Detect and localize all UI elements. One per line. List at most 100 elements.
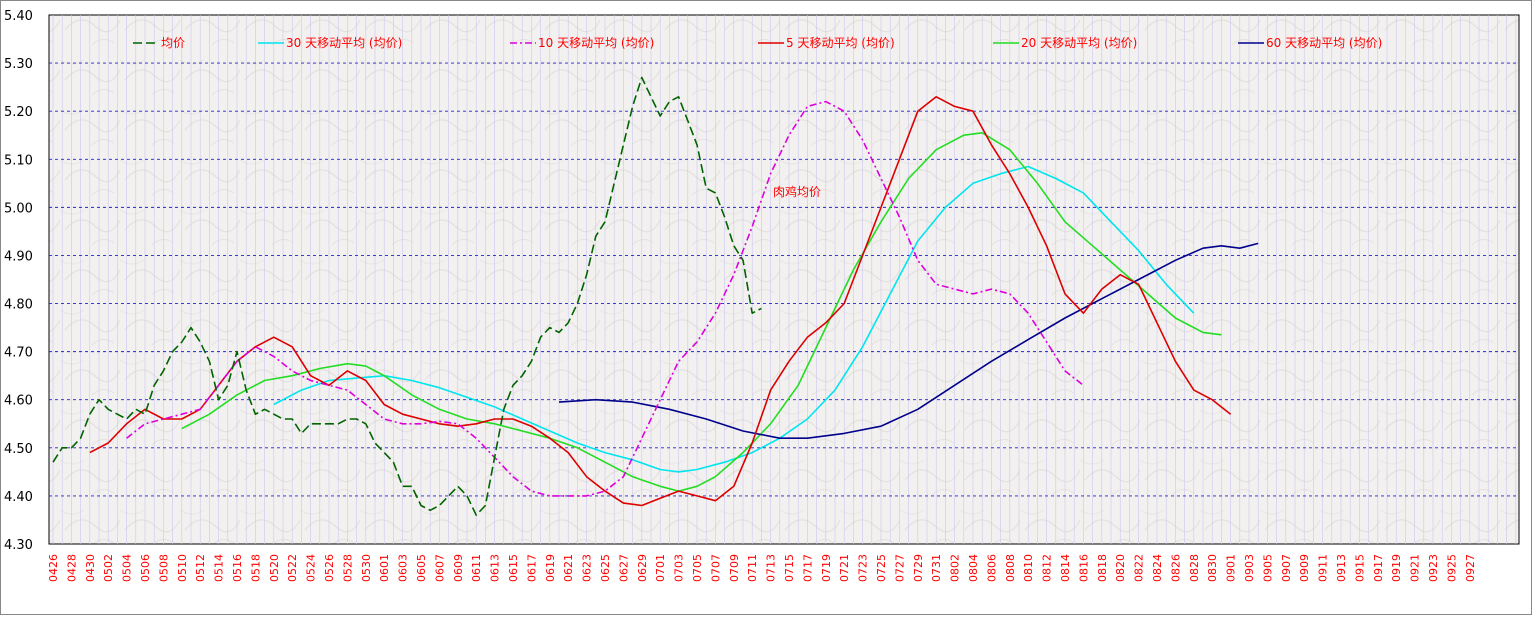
y-tick-label: 5.10: [4, 153, 33, 168]
series-line-3: [89, 96, 1232, 507]
y-tick-label: 5.20: [4, 105, 33, 120]
x-tick-label: 0609: [452, 554, 465, 582]
x-tick-label: 0512: [194, 554, 207, 582]
x-tick-label: 0530: [360, 554, 373, 582]
y-tick-label: 4.30: [4, 538, 33, 553]
x-tick-label: 0605: [415, 554, 428, 582]
x-tick-label: 0723: [857, 554, 870, 582]
x-tick-label: 0619: [544, 554, 557, 582]
x-tick-label: 0510: [176, 554, 189, 582]
x-tick-label: 0508: [157, 554, 170, 582]
y-tick-label: 5.30: [4, 57, 33, 72]
x-tick-label: 0919: [1390, 554, 1403, 582]
x-tick-label: 0617: [525, 554, 538, 582]
legend-label: 30 天移动平均 (均价): [286, 36, 402, 50]
y-tick-label: 4.90: [4, 249, 33, 264]
legend-label: 均价: [161, 36, 185, 50]
legend-label: 5 天移动平均 (均价): [786, 36, 895, 50]
x-tick-label: 0611: [470, 554, 483, 582]
x-tick-label: 0502: [102, 554, 115, 582]
x-tick-label: 0816: [1077, 554, 1090, 582]
x-tick-label: 0818: [1096, 554, 1109, 582]
x-tick-label: 0703: [673, 554, 686, 582]
plot-background: [48, 14, 1520, 545]
x-tick-label: 0528: [341, 554, 354, 582]
x-tick-label: 0603: [397, 554, 410, 582]
series-line-0: [52, 76, 762, 516]
x-tick-label: 0713: [765, 554, 778, 582]
x-tick-label: 0601: [378, 554, 391, 582]
x-tick-label: 0907: [1280, 554, 1293, 582]
x-tick-label: 0901: [1225, 554, 1238, 582]
legend-label: 20 天移动平均 (均价): [1021, 36, 1137, 50]
y-axis-ticks: 4.30 4.40 4.50 4.60 4.70 4.80 4.90 5.00 5.10 5.20…: [4, 9, 33, 553]
x-tick-label: 0802: [949, 554, 962, 582]
x-tick-label: 0709: [728, 554, 741, 582]
x-tick-label: 0524: [305, 554, 318, 582]
y-tick-label: 4.40: [4, 490, 33, 505]
x-tick-label: 0725: [875, 554, 888, 582]
x-tick-label: 0520: [268, 554, 281, 582]
x-tick-label: 0711: [746, 554, 759, 582]
x-tick-label: 0911: [1317, 554, 1330, 582]
x-tick-label: 0514: [213, 554, 226, 582]
x-tick-label: 0623: [581, 554, 594, 582]
x-tick-label: 0615: [507, 554, 520, 582]
x-tick-label: 0808: [1004, 554, 1017, 582]
legend-label: 60 天移动平均 (均价): [1266, 36, 1382, 50]
x-tick-label: 0822: [1133, 554, 1146, 582]
series-line-2: [126, 100, 1084, 497]
x-tick-label: 0518: [249, 554, 262, 582]
x-tick-label: 0820: [1114, 554, 1127, 582]
x-tick-label: 0721: [838, 554, 851, 582]
legend: 均价 30 天移动平均 (均价) 10 天移动平均 (均价) 5 天移动平均 (均价)…: [133, 36, 1382, 50]
x-tick-label: 0707: [709, 554, 722, 582]
x-tick-label: 0903: [1243, 554, 1256, 582]
series-line-1: [273, 165, 1195, 473]
x-tick-label: 0613: [489, 554, 502, 582]
x-tick-label: 0627: [617, 554, 630, 582]
x-tick-label: 0729: [912, 554, 925, 582]
x-tick-label: 0913: [1335, 554, 1348, 582]
x-tick-label: 0804: [967, 554, 980, 582]
x-tick-label: 0701: [654, 554, 667, 582]
series-line-4: [181, 132, 1222, 492]
x-tick-label: 0812: [1041, 554, 1054, 582]
y-tick-label: 5.00: [4, 201, 33, 216]
x-tick-label: 0504: [121, 554, 134, 582]
x-tick-label: 0621: [562, 554, 575, 582]
x-tick-label: 0717: [801, 554, 814, 582]
x-tick-label: 0828: [1188, 554, 1201, 582]
x-tick-label: 0731: [930, 554, 943, 582]
x-tick-label: 0923: [1427, 554, 1440, 582]
x-tick-label: 0719: [820, 554, 833, 582]
x-tick-label: 0826: [1169, 554, 1182, 582]
x-tick-label: 0430: [84, 554, 97, 582]
y-tick-label: 4.80: [4, 298, 33, 313]
x-tick-label: 0516: [231, 554, 244, 582]
x-tick-label: 0506: [139, 554, 152, 582]
y-tick-label: 4.60: [4, 394, 33, 409]
x-tick-label: 0917: [1372, 554, 1385, 582]
y-tick-label: 5.40: [4, 9, 33, 24]
series-layer: [52, 76, 1259, 516]
chart-title: 肉鸡均价: [773, 184, 821, 199]
x-axis-ticks: 0426 0428 0430 0502 0504 0506 0508 0510 0512 0514…: [47, 554, 1477, 582]
x-tick-label: 0824: [1151, 554, 1164, 582]
y-tick-label: 4.50: [4, 442, 33, 457]
y-tick-label: 4.70: [4, 346, 33, 361]
x-tick-label: 0915: [1353, 554, 1366, 582]
x-tick-label: 0526: [323, 554, 336, 582]
x-tick-label: 0806: [985, 554, 998, 582]
x-tick-label: 0921: [1409, 554, 1422, 582]
x-tick-label: 0925: [1445, 554, 1458, 582]
x-tick-label: 0810: [1022, 554, 1035, 582]
x-tick-label: 0428: [65, 554, 78, 582]
x-tick-label: 0905: [1261, 554, 1274, 582]
vertical-gridlines: [52, 15, 1517, 544]
x-tick-label: 0629: [636, 554, 649, 582]
x-tick-label: 0426: [47, 554, 60, 582]
series-line-5: [558, 242, 1259, 439]
